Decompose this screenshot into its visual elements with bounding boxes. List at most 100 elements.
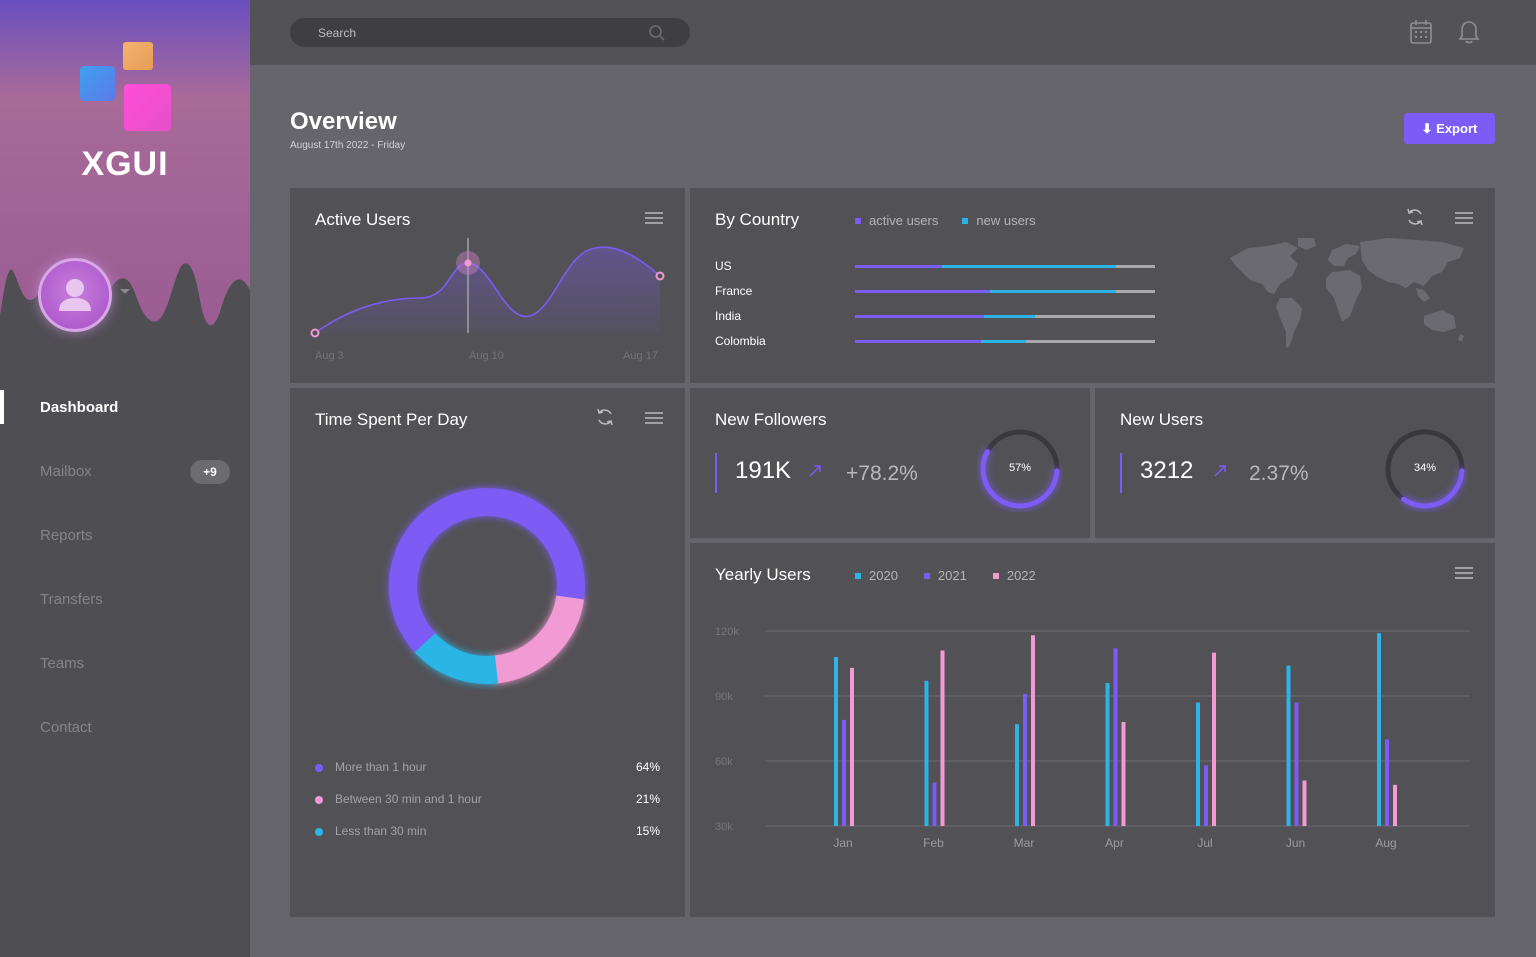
refresh-icon[interactable] xyxy=(595,407,615,427)
country-legend: active users new users xyxy=(855,213,1036,228)
legend-item: new users xyxy=(962,213,1036,228)
yearly-users-card: Yearly Users 2020 2021 2022 120k 90k 60k 30… xyxy=(690,543,1495,917)
followers-progress-ring xyxy=(980,429,1060,509)
bell-icon[interactable] xyxy=(1457,19,1481,45)
x-tick-label: Apr xyxy=(1105,836,1124,850)
trend-up-icon xyxy=(809,465,821,477)
bar-2020-jun[interactable] xyxy=(1286,665,1291,826)
bar-2022-aug[interactable] xyxy=(1393,784,1397,826)
donut-segment[interactable] xyxy=(389,488,585,653)
avatar-dropdown-caret[interactable] xyxy=(120,289,130,294)
yearly-legend: 2020 2021 2022 xyxy=(855,568,1036,583)
x-axis-label: Aug 3 xyxy=(315,350,344,362)
search-icon[interactable] xyxy=(648,24,666,42)
x-tick-label: Jun xyxy=(1286,836,1305,850)
card-title: Active Users xyxy=(315,210,411,229)
logo-text: XGUI xyxy=(81,145,169,183)
bar-2020-jan[interactable] xyxy=(834,657,838,826)
donut-segment[interactable] xyxy=(414,632,499,684)
country-name: US xyxy=(715,259,732,273)
bar-2021-mar[interactable] xyxy=(1023,693,1027,826)
users-count: 3212 xyxy=(1140,457,1194,484)
bar-2020-jul[interactable] xyxy=(1196,702,1200,827)
country-row: Colombia xyxy=(715,334,1185,350)
legend-item: 2022 xyxy=(992,568,1036,583)
bar-2022-mar[interactable] xyxy=(1031,635,1035,826)
legend-label: new users xyxy=(976,213,1036,228)
donut-legend-item: Between 30 min and 1 hour 21% xyxy=(315,792,660,808)
hover-point[interactable] xyxy=(464,259,472,267)
nav-item-dashboard[interactable]: Dashboard xyxy=(0,375,250,439)
menu-icon[interactable] xyxy=(1455,567,1473,579)
legend-swatch xyxy=(923,572,930,579)
active-users-card: Active Users Aug 3 Aug 10 Aug 17 xyxy=(290,188,685,383)
y-tick-label: 60k xyxy=(715,756,733,768)
nav-item-transfers[interactable]: Transfers xyxy=(0,567,250,631)
menu-icon[interactable] xyxy=(1455,212,1473,224)
card-title: Yearly Users xyxy=(715,565,811,584)
sidebar: XGUI Dashboard Mailbox +9 Reports Transfe… xyxy=(0,0,250,957)
legend-swatch xyxy=(855,572,861,579)
x-tick-label: Jul xyxy=(1197,836,1212,850)
legend-label: 2020 xyxy=(869,568,898,583)
legend-item: 2021 xyxy=(923,568,967,583)
bar-2022-jul[interactable] xyxy=(1212,652,1216,826)
country-bar xyxy=(855,265,1155,268)
bar-2020-aug[interactable] xyxy=(1377,633,1381,826)
bar-2020-mar[interactable] xyxy=(1015,724,1019,826)
bar-2022-jun[interactable] xyxy=(1302,780,1307,827)
country-bar xyxy=(855,290,1155,293)
world-map-icon xyxy=(1230,238,1464,348)
search-input[interactable] xyxy=(290,18,640,47)
card-title: New Followers xyxy=(715,410,827,429)
user-avatar[interactable] xyxy=(38,258,112,332)
country-row: India xyxy=(715,309,1185,325)
nav-item-teams[interactable]: Teams xyxy=(0,631,250,695)
bar-2020-feb[interactable] xyxy=(924,680,929,826)
bar-2021-jun[interactable] xyxy=(1294,702,1299,827)
by-country-card: By Country active users new users US Fra… xyxy=(690,188,1495,383)
topbar xyxy=(250,0,1536,65)
bar-2022-feb[interactable] xyxy=(940,650,945,827)
nav-item-contact[interactable]: Contact xyxy=(0,695,250,759)
menu-icon[interactable] xyxy=(645,212,663,224)
page-date: August 17th 2022 - Friday xyxy=(290,140,406,151)
calendar-icon[interactable] xyxy=(1409,19,1433,45)
export-button[interactable]: ⬇ Export xyxy=(1404,113,1495,144)
legend-item: active users xyxy=(855,213,938,228)
bar-2021-feb[interactable] xyxy=(932,782,937,826)
bar-2021-jul[interactable] xyxy=(1204,765,1208,826)
followers-count: 191K xyxy=(735,457,792,484)
new-users-card: New Users 3212 2.37% 34% xyxy=(1095,388,1495,538)
country-bar-fill xyxy=(855,340,1026,343)
bar-2021-aug[interactable] xyxy=(1385,739,1389,826)
sidebar-hero-background xyxy=(0,0,250,326)
x-axis-label: Aug 17 xyxy=(623,350,658,362)
yearly-users-bar-chart: 120k 90k 60k 30k Jan Feb Mar Apr Jul Jun Aug xyxy=(715,626,1470,850)
country-bar xyxy=(855,340,1155,343)
mailbox-badge: +9 xyxy=(190,460,230,484)
bar-2020-apr[interactable] xyxy=(1105,683,1110,826)
nav-label: Dashboard xyxy=(40,398,119,416)
nav-item-reports[interactable]: Reports xyxy=(0,503,250,567)
bar-2021-jan[interactable] xyxy=(842,719,846,826)
donut-segment[interactable] xyxy=(494,595,585,684)
time-spent-card: Time Spent Per Day More than 1 hour 64% … xyxy=(290,388,685,917)
bar-2022-apr[interactable] xyxy=(1121,722,1126,826)
new-followers-card: New Followers 191K +78.2% 57% xyxy=(690,388,1090,538)
x-tick-label: Aug xyxy=(1375,836,1396,850)
users-change: 2.37% xyxy=(1249,462,1309,485)
legend-value: 64% xyxy=(635,760,660,774)
nav-label: Mailbox xyxy=(40,462,92,480)
nav-label: Teams xyxy=(40,654,85,672)
bar-2022-jan[interactable] xyxy=(850,667,854,826)
bar-2021-apr[interactable] xyxy=(1113,648,1118,826)
menu-icon[interactable] xyxy=(645,412,663,424)
nav-item-mailbox[interactable]: Mailbox +9 xyxy=(0,439,250,503)
end-point xyxy=(655,271,665,281)
legend-value: 15% xyxy=(635,824,660,838)
users-ring-label: 34% xyxy=(1413,462,1437,474)
country-bar xyxy=(855,315,1155,318)
refresh-icon[interactable] xyxy=(1405,207,1425,227)
x-tick-label: Feb xyxy=(923,836,944,850)
